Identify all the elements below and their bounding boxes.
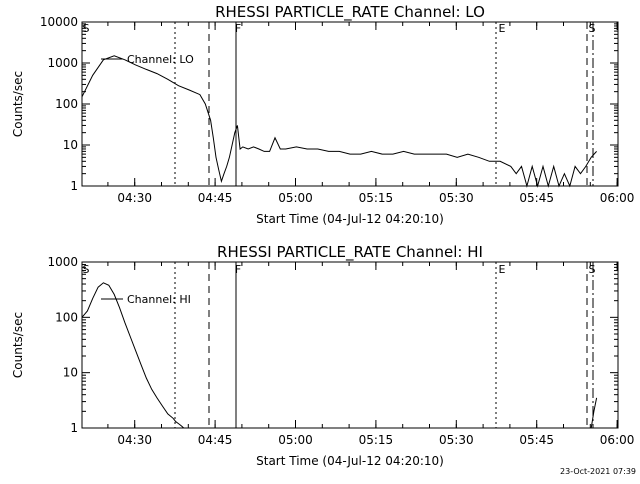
generation-timestamp: 23-Oct-2021 07:39 xyxy=(560,467,636,476)
chart-title-hi: RHESSI PARTICLE_RATE Channel: HI xyxy=(217,243,483,262)
y-tick-label-lo: 1 xyxy=(70,179,78,193)
y-axis-label-lo: Counts/sec xyxy=(11,71,25,137)
y-tick-label-hi: 10 xyxy=(63,366,78,380)
legend-label-lo: Channel: LO xyxy=(127,53,194,66)
plot-frame-hi xyxy=(81,261,619,429)
x-tick-label-hi: 05:15 xyxy=(359,433,394,447)
flag-marker-lo: E xyxy=(499,22,506,35)
y-tick-label-lo: 10000 xyxy=(40,15,78,29)
y-tick-label-lo: 1000 xyxy=(47,56,78,70)
x-axis-label-hi: Start Time (04-Jul-12 04:20:10) xyxy=(256,454,444,468)
flag-marker-hi: S xyxy=(589,263,596,276)
x-tick-label-lo: 05:30 xyxy=(439,191,474,205)
legend-label-hi: Channel: HI xyxy=(127,293,191,306)
x-tick-label-lo: 05:00 xyxy=(278,191,313,205)
y-axis-label-hi: Counts/sec xyxy=(11,312,25,378)
flag-marker-lo: F xyxy=(235,22,241,35)
y-tick-label-lo: 100 xyxy=(55,97,78,111)
x-axis-label-lo: Start Time (04-Jul-12 04:20:10) xyxy=(256,212,444,226)
y-tick-label-hi: 1 xyxy=(70,421,78,435)
chart-title-lo: RHESSI PARTICLE_RATE Channel: LO xyxy=(215,3,485,22)
x-tick-label-hi: 05:00 xyxy=(278,433,313,447)
flag-marker-hi: S xyxy=(83,263,90,276)
flag-marker-hi: F xyxy=(235,263,241,276)
flag-marker-lo: S xyxy=(589,22,596,35)
y-tick-label-hi: 100 xyxy=(55,310,78,324)
x-tick-label-hi: 04:30 xyxy=(117,433,152,447)
series-line-hi xyxy=(590,397,598,429)
x-tick-label-hi: 04:45 xyxy=(198,433,233,447)
flag-marker-hi: E xyxy=(499,263,506,276)
x-tick-label-hi: 06:00 xyxy=(600,433,635,447)
y-tick-label-hi: 1000 xyxy=(47,255,78,269)
x-tick-label-hi: 05:45 xyxy=(519,433,554,447)
x-tick-label-lo: 06:00 xyxy=(600,191,635,205)
plot-frame-lo xyxy=(81,21,619,187)
x-tick-label-lo: 05:15 xyxy=(359,191,394,205)
series-line-lo xyxy=(81,55,597,188)
series-line-hi xyxy=(81,282,185,429)
x-tick-label-lo: 04:45 xyxy=(198,191,233,205)
x-tick-label-hi: 05:30 xyxy=(439,433,474,447)
x-tick-label-lo: 05:45 xyxy=(519,191,554,205)
y-tick-label-lo: 10 xyxy=(63,138,78,152)
flag-marker-lo: S xyxy=(83,22,90,35)
x-tick-label-lo: 04:30 xyxy=(117,191,152,205)
